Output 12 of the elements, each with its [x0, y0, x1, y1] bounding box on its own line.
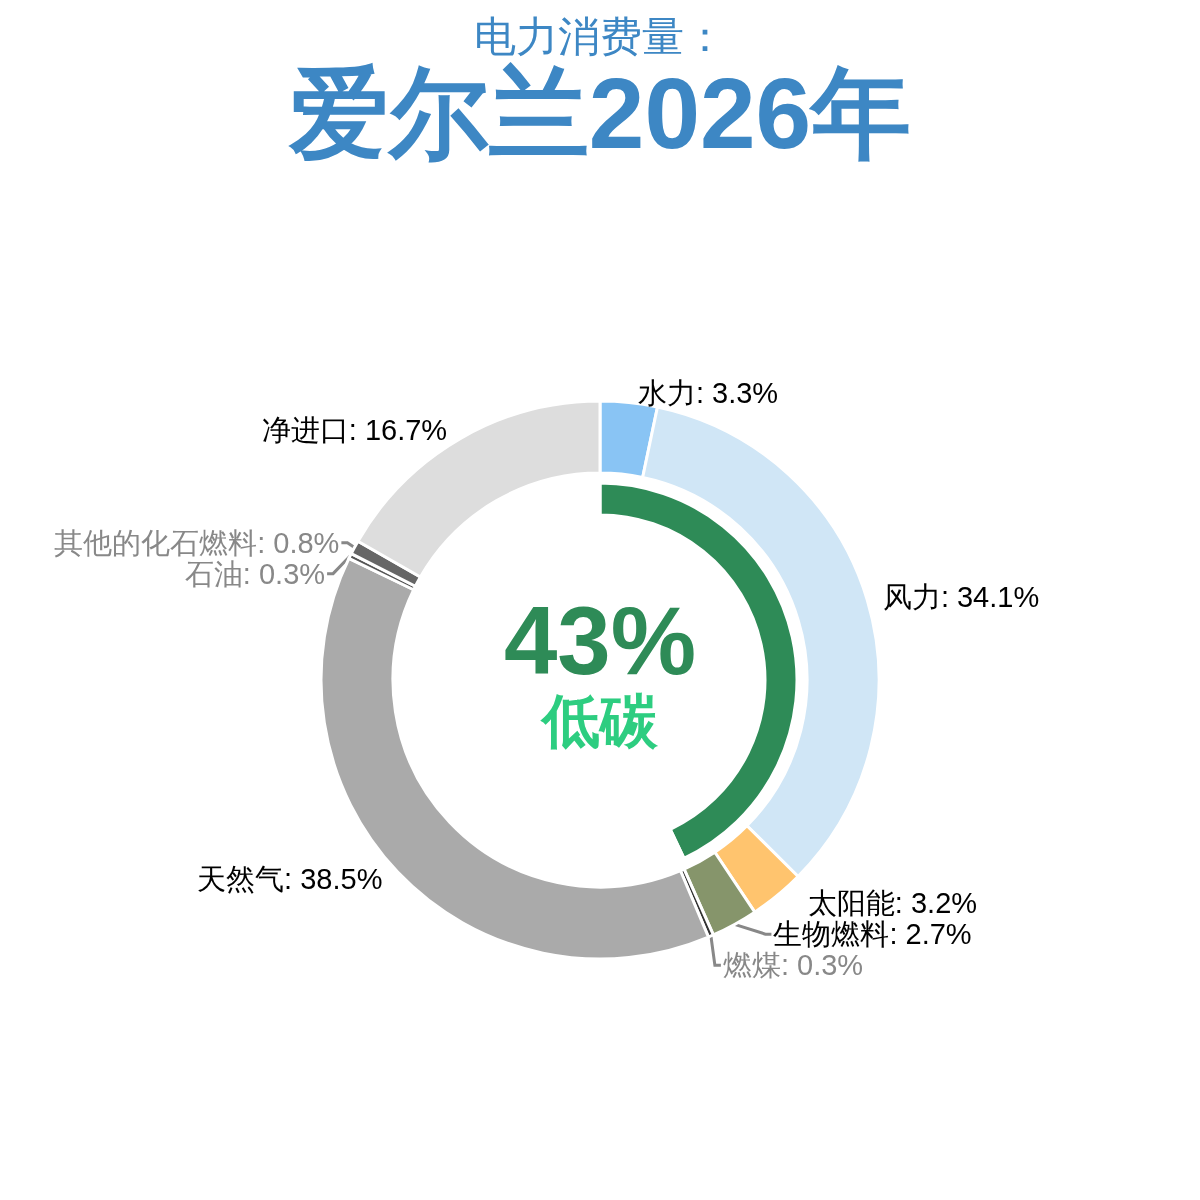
chart-title: 爱尔兰2026年 [287, 57, 912, 169]
chart-subtitle: 电力消费量： [474, 12, 726, 60]
slice-label: 燃煤: 0.3% [722, 949, 864, 982]
slice-label: 太阳能: 3.2% [807, 887, 978, 920]
slice-label: 生物燃料: 2.7% [773, 918, 972, 951]
slice-label: 水力: 3.3% [637, 376, 779, 409]
slice-label: 石油: 0.3% [184, 557, 326, 590]
slice-label: 天然气: 38.5% [197, 862, 383, 895]
slice-label: 低碳 [540, 687, 659, 753]
slice-label: 其他的化石燃料: 0.8% [54, 526, 340, 559]
slice-label: 净进口: 16.7% [261, 413, 448, 446]
slice-label: 风力: 34.1% [882, 581, 1040, 614]
